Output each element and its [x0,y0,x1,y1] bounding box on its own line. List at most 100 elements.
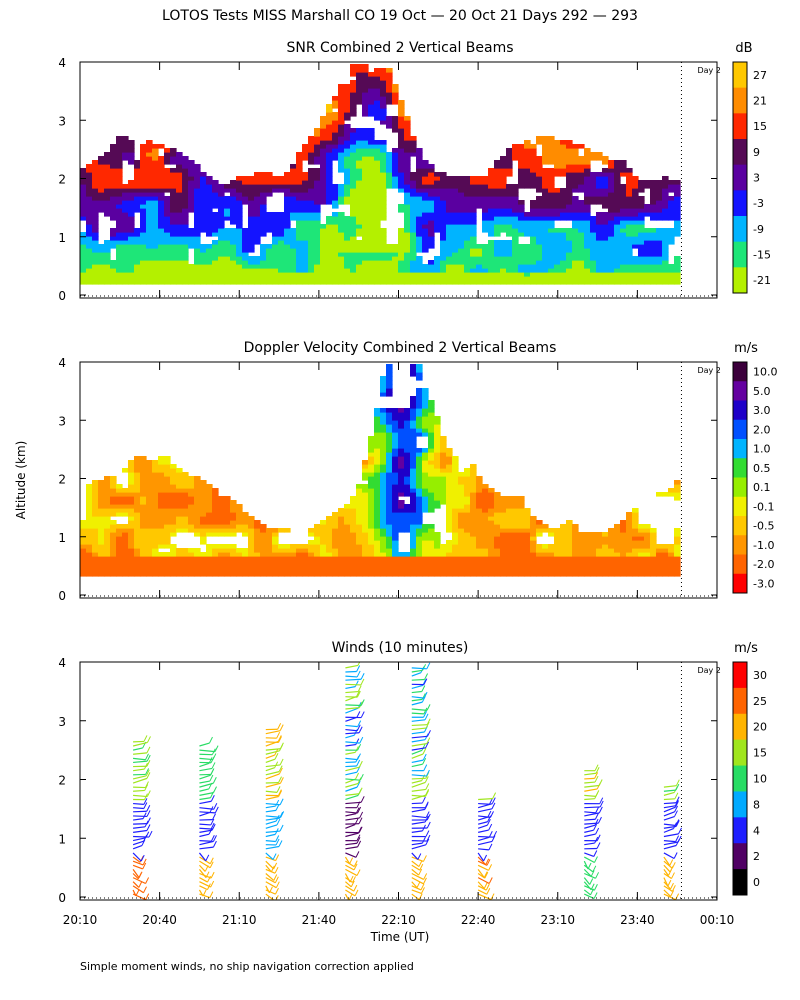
wind-barb [583,877,591,885]
wind-barb [345,757,358,761]
wind-barb-tick [275,881,280,888]
wind-barb [345,664,359,669]
y-tick-label: 1 [58,531,66,545]
colorbar-label: 10 [753,773,767,786]
wind-barb [411,830,423,833]
wind-barb-tick [360,711,365,718]
wind-barb-tick [210,880,215,888]
wind-barb [477,889,488,895]
wind-barb [132,840,144,846]
wind-barb-tick [209,857,214,864]
wind-barb [345,811,358,814]
wind-barb [199,840,212,842]
snr-field [80,64,681,285]
wind-barb-tick [352,876,356,883]
wind-barb [265,758,276,764]
wind-barb [411,735,428,739]
wind-barb-tick [356,690,361,698]
wind-barb [199,800,212,805]
wind-barb-tick [485,858,490,865]
colorbar-swatch [733,817,747,844]
wind-barb-tick [486,888,491,895]
wind-barb [199,823,211,826]
wind-barb-tick [144,784,149,791]
wind-barb-tick [674,805,679,813]
wind-barb-tick [357,720,362,727]
wind-barb [583,881,592,891]
day-marker-label: Day 2 [697,666,720,675]
wind-barb [477,829,489,833]
wind-barb-tick [353,884,358,892]
colorbar-swatch [733,439,747,459]
wind-barb-tick [599,797,604,804]
wind-barb [583,889,591,896]
colorbar-swatch [733,139,747,166]
wind-barb-tick [593,884,598,891]
wind-barb-tick [422,747,427,755]
x-tick-label: 23:10 [540,913,575,927]
x-tick-label: 21:10 [222,913,257,927]
wind-barb [663,889,672,897]
wind-barb-tick [422,855,427,862]
wind-barb-tick [422,753,427,761]
wind-barb [265,764,281,768]
wind-barb [477,881,485,889]
wind-barb-tick [425,769,430,777]
wind-barb [411,719,426,722]
wind-barb-tick [426,718,431,725]
wind-barb-tick [147,736,151,743]
wind-barb-tick [594,818,599,826]
wind-barb [265,809,277,813]
wind-barb [663,833,679,838]
wind-barb-tick [671,862,676,869]
x-tick-label: 20:10 [63,913,98,927]
wind-barb-tick [425,811,430,818]
wind-barb [411,696,425,699]
wind-barb [411,727,427,731]
wind-barb-tick [426,704,431,711]
wind-barb-tick [205,871,210,878]
colorbar-label: 8 [753,798,760,811]
wind-barb-tick [208,827,213,835]
wind-barb [477,816,489,821]
wind-barb [584,833,596,838]
wind-barb-tick [423,877,427,885]
wind-barb [133,823,148,825]
wind-barb-tick [675,893,680,900]
wind-barb [132,775,147,780]
wind-barb [265,815,281,818]
wind-barb [199,877,208,883]
wind-barb [132,747,143,751]
wind-barb [584,842,595,846]
wind-barb [132,860,144,866]
colorbar-swatch [733,190,747,217]
colorbar-swatch [733,241,747,268]
colorbar-label: 10.0 [753,366,778,379]
wind-barb [584,829,594,833]
wind-barb [411,690,422,694]
wind-barb [411,669,423,673]
wind-barb [198,889,204,897]
wind-barb [411,698,423,702]
figure-title: LOTOS Tests MISS Marshall CO 19 Oct — 20… [162,8,638,24]
wind-barb [199,749,216,753]
wind-barb [411,712,424,715]
wind-barb [411,885,422,891]
wind-barb-tick [146,805,151,812]
wind-barb-tick [357,753,361,760]
wind-barb-tick [143,802,148,809]
wind-barb-tick [277,735,282,742]
wind-barb-tick [355,851,360,858]
wind-barb [411,844,426,850]
colorbar-swatch [733,267,747,294]
wind-barb [345,778,361,781]
wind-barb [477,840,493,846]
wind-barb-tick [424,673,429,680]
wind-barb-tick [423,691,428,699]
colorbar-swatch [733,419,747,440]
wind-barb [345,824,356,829]
wind-barb-tick [595,872,600,879]
wind-barb [345,751,356,755]
